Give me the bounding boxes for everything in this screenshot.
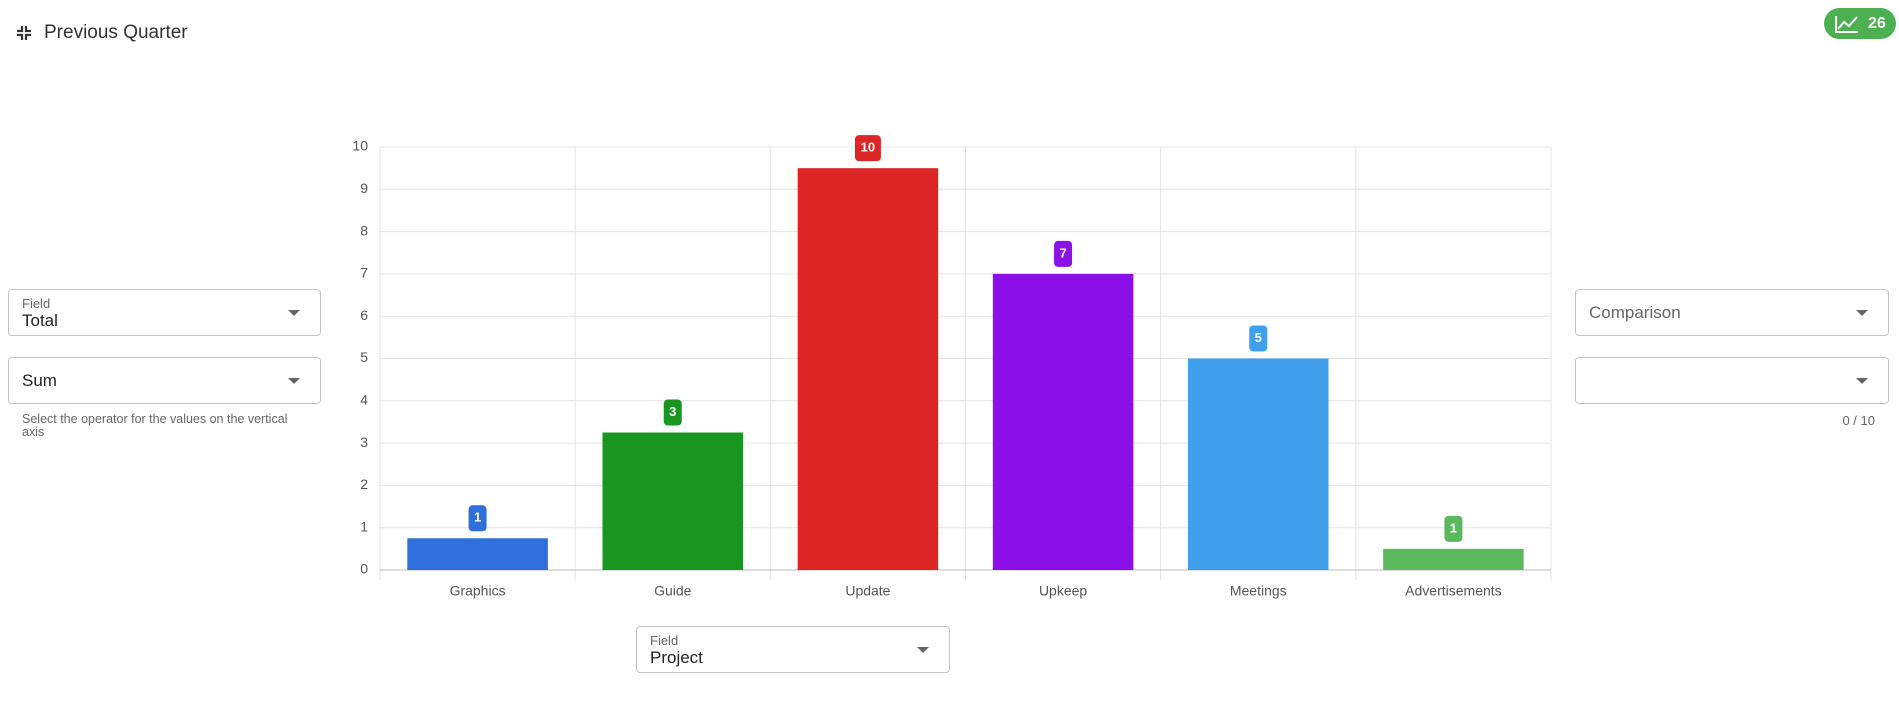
value-label-bg bbox=[1054, 240, 1073, 267]
bar bbox=[1383, 548, 1524, 570]
field-label: Field bbox=[22, 296, 51, 311]
value-label-bg bbox=[1444, 515, 1463, 542]
value-label-bg bbox=[1249, 325, 1268, 352]
badge[interactable]: 26 bbox=[1824, 8, 1896, 39]
comparison-select[interactable]: Comparison bbox=[1575, 289, 1889, 336]
value-label: 1 bbox=[474, 510, 481, 525]
y-tick-label: 0 bbox=[360, 561, 368, 577]
y-tick-label: 10 bbox=[352, 138, 368, 154]
x-field-select[interactable]: Field Project bbox=[636, 626, 950, 673]
bar bbox=[797, 168, 939, 570]
value-label-bg bbox=[663, 399, 682, 426]
y-tick-label: 5 bbox=[360, 349, 368, 365]
x-tick-label: Advertisements bbox=[1405, 583, 1501, 599]
field-select[interactable]: Field Total bbox=[8, 289, 321, 336]
comparison-value-select[interactable] bbox=[1575, 357, 1889, 404]
y-tick-label: 3 bbox=[360, 434, 368, 450]
bar bbox=[407, 538, 548, 570]
field-label: Field bbox=[650, 633, 679, 648]
y-tick-label: 6 bbox=[360, 307, 368, 323]
y-tick-label: 8 bbox=[360, 222, 368, 238]
field-value: Total bbox=[22, 311, 58, 330]
bar bbox=[992, 273, 1134, 570]
value-label: 3 bbox=[669, 404, 676, 419]
bar bbox=[602, 432, 744, 570]
y-tick-label: 9 bbox=[360, 180, 368, 196]
value-label: 7 bbox=[1059, 245, 1066, 260]
badge-count: 26 bbox=[1868, 15, 1886, 32]
comparison-label: Comparison bbox=[1589, 303, 1681, 322]
x-tick-label: Guide bbox=[654, 583, 692, 599]
field-value: Project bbox=[650, 648, 703, 667]
y-tick-label: 1 bbox=[360, 518, 368, 534]
value-label: 5 bbox=[1255, 330, 1262, 345]
x-tick-label: Update bbox=[845, 583, 890, 599]
bar bbox=[1187, 358, 1329, 570]
collapse-icon[interactable] bbox=[17, 26, 31, 40]
x-tick-label: Graphics bbox=[450, 583, 506, 599]
y-tick-label: 4 bbox=[360, 392, 368, 408]
dropdown-arrow bbox=[1856, 309, 1868, 316]
page-title: Previous Quarter bbox=[44, 22, 188, 43]
y-tick-label: 2 bbox=[360, 476, 368, 492]
value-label-bg bbox=[468, 505, 487, 532]
operator-select[interactable]: Sum bbox=[8, 357, 321, 404]
dropdown-arrow bbox=[288, 309, 300, 316]
dropdown-arrow bbox=[1856, 377, 1868, 384]
y-tick-label: 7 bbox=[360, 265, 368, 281]
icon bbox=[17, 26, 31, 40]
counter: 0 / 10 bbox=[1842, 413, 1875, 428]
value-label: 10 bbox=[861, 140, 875, 155]
dropdown-arrow bbox=[288, 377, 300, 384]
x-tick-label: Meetings bbox=[1230, 583, 1287, 599]
helper-text: Select the operator for the values on th… bbox=[22, 412, 288, 439]
value-label-bg bbox=[854, 135, 881, 162]
dropdown-arrow bbox=[917, 646, 929, 653]
x-tick-label: Upkeep bbox=[1039, 583, 1087, 599]
operator-value: Sum bbox=[22, 371, 57, 390]
trend-icon bbox=[1835, 16, 1858, 33]
value-label: 1 bbox=[1450, 520, 1457, 535]
